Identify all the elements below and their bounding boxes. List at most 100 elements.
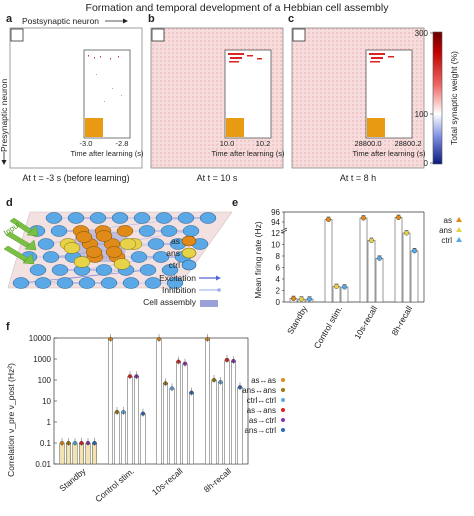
chart-e-point-ctrl [307, 296, 313, 302]
ctrl-neuron [56, 277, 74, 289]
chart-e-category-label: Standby [285, 303, 310, 336]
panel-c: 28800.0 28800.2 Time after learning (s) … [291, 27, 426, 183]
chart-f-bar [231, 360, 236, 465]
ctrl-neuron [199, 212, 217, 224]
chart-e-legend-marker [456, 227, 462, 232]
ctrl-neuron [122, 277, 140, 289]
chart-e-point-ctrl [342, 284, 348, 290]
chart-f-category-label: 8h-recall [202, 466, 233, 495]
panel-letter-e: e [232, 197, 238, 209]
chart-e-bar-as [359, 217, 368, 303]
ctrl-neuron [130, 251, 148, 263]
chart-f-legend-label: ans↔ans [242, 386, 276, 395]
panel-letter-c: c [288, 13, 294, 25]
input-arrows: Input [2, 217, 39, 265]
ctrl-neuron [89, 212, 107, 224]
chart-e-bar-as [324, 219, 333, 303]
panel-d: Input as ans ctrl Excitation Inhibition … [2, 211, 233, 307]
ctrl-neuron [133, 212, 151, 224]
legend-ans-marker [181, 247, 197, 259]
chart-f-legend-marker [281, 388, 285, 392]
ctrl-neuron [182, 225, 200, 237]
chart-f-bar [163, 383, 168, 465]
panel-a: Postsynaptic neuron Presynaptic neuron -… [0, 16, 144, 183]
chart-f-ytick-label: 10000 [29, 334, 52, 343]
ctrl-neuron [139, 264, 157, 276]
chart-e-bar-as [394, 217, 403, 303]
network-legend: as ans ctrl Excitation Inhibition Cell a… [143, 235, 221, 307]
chart-e-legend-marker [456, 237, 462, 242]
chart-f-bar [140, 413, 146, 465]
chart-f-bar [182, 363, 188, 465]
chart-f-bar [92, 442, 97, 465]
chart-f-legend-marker [281, 378, 285, 382]
chart-e-bar-ctrl [375, 257, 384, 303]
chart-f-ytick-label: 0.01 [35, 460, 51, 469]
chart-e-bar-ctrl [410, 250, 419, 303]
chart-f: Correlation ν_pre ν_post (Hz²) 100001000… [6, 333, 285, 504]
chart-e-ytick-label: 2 [276, 287, 281, 296]
legend-ans-label: ans [166, 248, 180, 258]
panel-letter-b: b [148, 13, 155, 25]
chart-e-point-ans [404, 230, 410, 236]
ans-neuron [73, 256, 91, 268]
chart-e-point-ans [369, 237, 375, 243]
ctrl-neuron [29, 264, 47, 276]
legend-ctrl-label: ctrl [169, 260, 180, 270]
chart-f-category-label: 10s-recall [150, 466, 185, 497]
raster-inset-a: -3.0 -2.8 Time after learning (s) [70, 49, 144, 158]
chart-f-ytick-label: 1000 [33, 355, 51, 364]
chart-f-bar [79, 442, 84, 465]
raster-inset-b: 10.0 10.2 Time after learning (s) [211, 49, 285, 158]
chart-e-category-label: Control stim. [312, 304, 345, 350]
chart-e-legend-marker [456, 217, 462, 222]
chart-e-ytick-label: 96 [271, 208, 280, 217]
ctrl-neuron [155, 212, 173, 224]
chart-f-legend-marker [281, 418, 285, 422]
chart-f-bar [189, 392, 194, 465]
ctrl-neuron [147, 238, 165, 250]
colorbar-tick-100: 100 [415, 110, 429, 119]
colorbar-tick-0: 0 [424, 159, 429, 168]
legend-ctrl-marker [181, 259, 197, 271]
ans-neuron [63, 242, 81, 254]
chart-e-bar-ans [402, 232, 411, 303]
as-neuron [105, 246, 123, 258]
inset-tick-c-start: 28800.0 [354, 139, 381, 148]
panel-b: 10.0 10.2 Time after learning (s) At t =… [150, 27, 285, 183]
chart-f-legend-marker [281, 428, 285, 432]
chart-f-bar [205, 338, 210, 465]
chart-e-legend-label: ans [439, 226, 452, 235]
chart-f-bar [121, 411, 126, 465]
ctrl-neuron [138, 225, 156, 237]
chart-f-bar [59, 442, 65, 465]
inset-tick-a-start: -3.0 [80, 139, 93, 148]
chart-f-bar [218, 381, 223, 465]
chart-e-legend-label: ctrl [441, 236, 452, 245]
chart-f-legend-label: as↔as [251, 376, 276, 385]
chart-e-point-as [361, 215, 367, 221]
chart-e-axis-break [280, 227, 288, 232]
chart-f-bar [224, 359, 230, 465]
as-neuron [95, 230, 113, 242]
chart-e-point-as [396, 214, 402, 220]
chart-f-legend-label: as→ctrl [249, 416, 276, 425]
chart-f-bar [134, 376, 139, 465]
chart-e-ytick-label: 0 [276, 298, 281, 307]
legend-assembly-swatch [200, 300, 218, 307]
chart-e-ytick-label: 6 [276, 264, 281, 273]
chart-e-ytick-label: 10 [271, 241, 280, 250]
inset-tick-a-end: -2.8 [116, 139, 129, 148]
network-neurons [12, 212, 217, 289]
ctrl-neuron [42, 251, 60, 263]
chart-f-bar [66, 442, 71, 465]
chart-e-point-ctrl [412, 248, 418, 254]
chart-e-ytick-label: 8 [276, 252, 281, 261]
inset-tick-c-end: 28800.2 [394, 139, 421, 148]
chart-f-ytick-label: 100 [38, 376, 52, 385]
chart-f-bar [176, 361, 181, 465]
chart-e-ytick-label: 94 [271, 218, 280, 227]
chart-f-bar [211, 379, 217, 465]
figure-title: Formation and temporal development of a … [86, 2, 390, 14]
